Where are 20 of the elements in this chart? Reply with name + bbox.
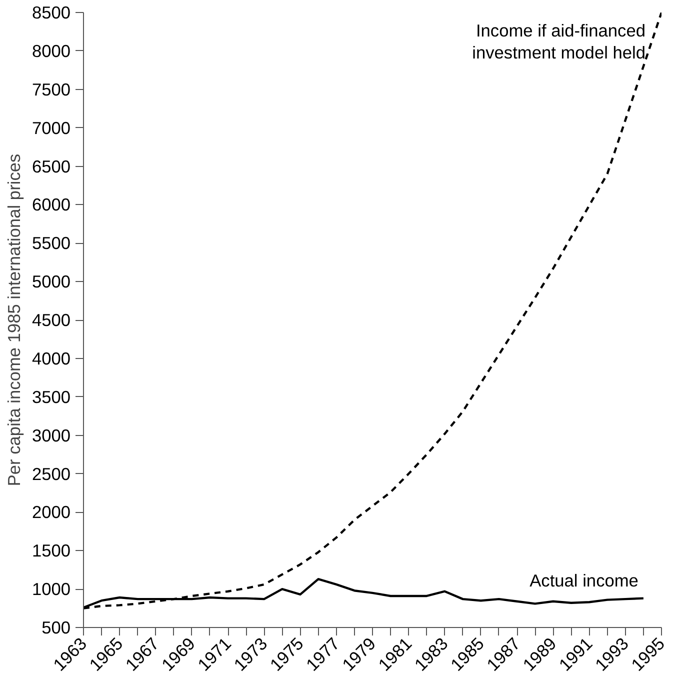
y-tick-label: 6000 (32, 194, 71, 215)
y-tick-label: 1500 (32, 540, 71, 561)
y-axis-title: Per capita income 1985 international prices (4, 154, 24, 486)
series-label: Income if aid-financed investment model held (472, 20, 646, 62)
y-tick-label: 5000 (32, 272, 71, 292)
y-tick-label: 500 (42, 618, 71, 638)
y-tick-label: 1000 (32, 579, 71, 600)
y-tick-label: 7000 (32, 118, 71, 138)
series-label: Actual income (530, 570, 638, 590)
y-tick-label: 5500 (32, 233, 71, 254)
y-tick-label: 4000 (32, 348, 71, 368)
y-tick-label: 8500 (32, 2, 71, 22)
y-tick-label: 2000 (32, 502, 71, 522)
y-tick-label: 3000 (32, 425, 71, 446)
y-tick-label: 2500 (32, 464, 71, 484)
y-tick-label: 7500 (32, 79, 71, 100)
y-tick-label: 8000 (32, 40, 71, 61)
y-tick-label: 6500 (32, 156, 71, 176)
y-tick-label: 4500 (32, 310, 71, 330)
y-tick-label: 3500 (32, 386, 71, 407)
